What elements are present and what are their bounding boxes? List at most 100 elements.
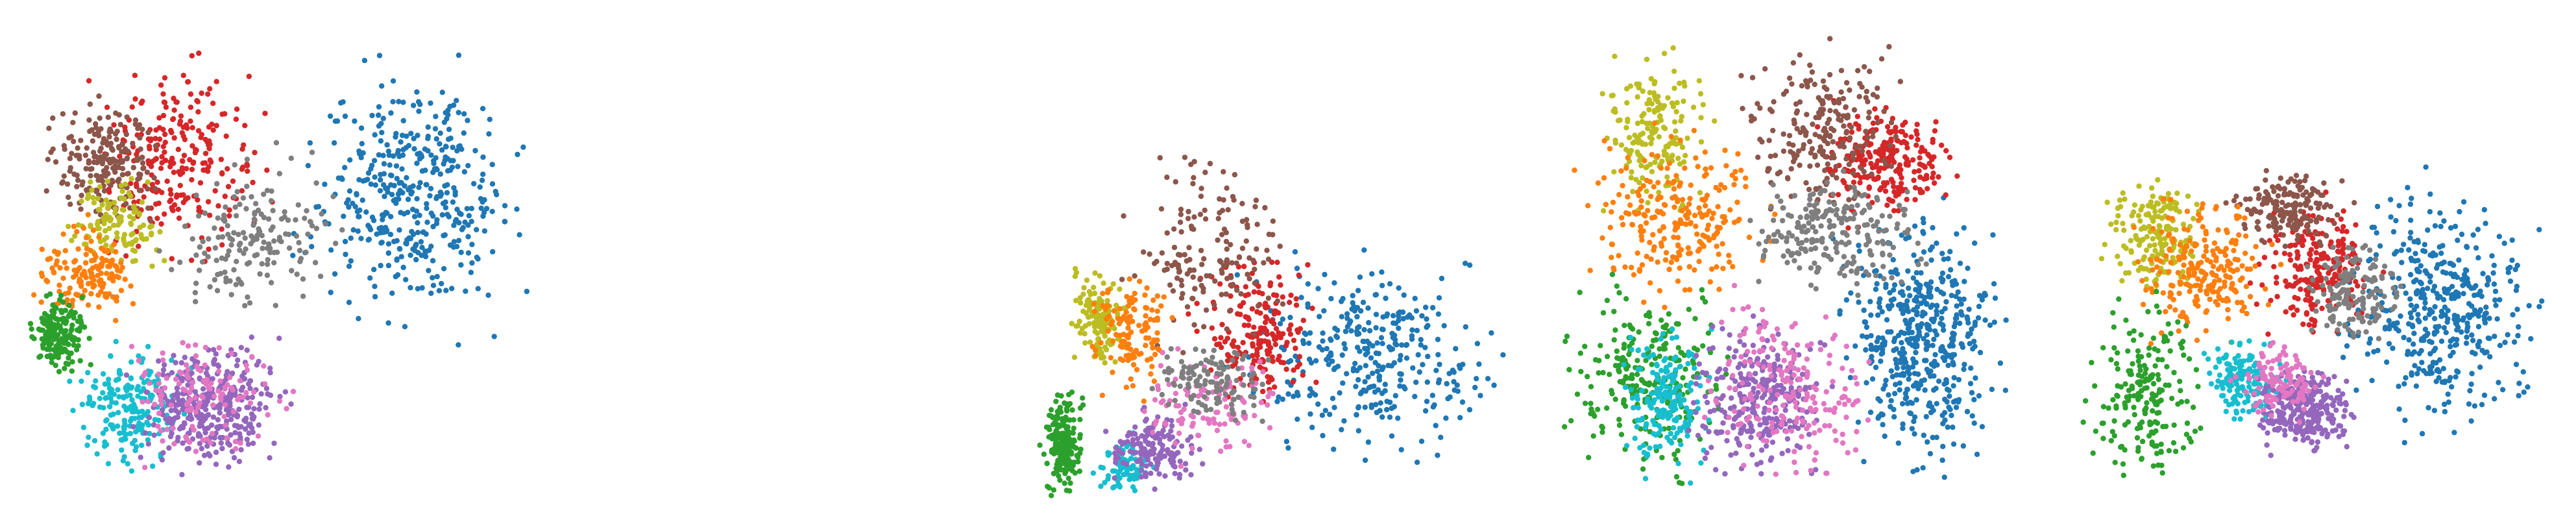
data-point bbox=[85, 401, 91, 406]
data-point bbox=[258, 391, 264, 397]
data-point bbox=[394, 257, 400, 263]
data-point bbox=[1376, 351, 1382, 356]
data-point bbox=[1224, 185, 1230, 191]
data-point bbox=[79, 401, 86, 408]
data-point bbox=[1191, 175, 1197, 180]
data-point bbox=[233, 446, 239, 452]
data-point bbox=[1239, 245, 1246, 251]
data-point bbox=[1947, 267, 1954, 273]
data-point bbox=[1906, 308, 1912, 315]
data-point bbox=[211, 361, 217, 367]
data-point bbox=[1265, 295, 1272, 301]
data-point bbox=[199, 423, 204, 428]
data-point bbox=[1365, 439, 1372, 445]
data-point bbox=[1412, 393, 1418, 399]
data-point bbox=[1877, 147, 1883, 153]
data-point bbox=[182, 197, 189, 203]
data-point bbox=[1221, 366, 1226, 373]
data-point bbox=[386, 152, 392, 158]
data-point bbox=[1435, 311, 1442, 317]
data-point bbox=[1929, 164, 1935, 169]
data-point bbox=[1859, 148, 1865, 154]
data-point bbox=[60, 275, 66, 281]
data-point bbox=[88, 270, 95, 276]
data-point bbox=[1385, 362, 1391, 369]
data-point bbox=[195, 128, 202, 134]
data-point bbox=[212, 188, 218, 194]
data-point bbox=[1337, 390, 1343, 396]
data-point bbox=[1808, 77, 1814, 83]
data-point bbox=[1185, 208, 1191, 215]
data-point bbox=[1198, 360, 1204, 366]
data-point bbox=[1623, 125, 1629, 130]
data-point bbox=[108, 216, 114, 222]
data-point bbox=[1880, 341, 1886, 347]
data-point bbox=[282, 389, 289, 395]
data-point bbox=[1902, 140, 1908, 145]
data-point bbox=[1934, 308, 1939, 314]
data-point bbox=[1485, 376, 1491, 382]
data-point bbox=[1967, 341, 1973, 347]
data-point bbox=[169, 370, 175, 376]
data-point bbox=[130, 165, 136, 171]
data-point bbox=[1965, 265, 1971, 271]
data-point bbox=[416, 184, 422, 190]
data-point bbox=[485, 292, 491, 298]
data-point bbox=[290, 388, 297, 395]
data-point bbox=[458, 211, 464, 217]
data-point bbox=[1227, 308, 1233, 314]
data-point bbox=[171, 169, 177, 175]
data-point bbox=[1389, 330, 1395, 336]
data-point bbox=[379, 130, 385, 136]
data-point bbox=[215, 215, 221, 221]
data-point bbox=[236, 406, 242, 412]
data-point bbox=[1267, 280, 1274, 286]
data-point bbox=[1221, 197, 1226, 203]
data-point bbox=[1077, 405, 1084, 411]
data-point bbox=[1072, 470, 1078, 476]
data-point bbox=[96, 225, 102, 231]
data-point bbox=[249, 394, 256, 401]
data-point bbox=[44, 339, 51, 346]
data-point bbox=[1339, 426, 1344, 433]
data-point bbox=[1125, 325, 1131, 331]
data-point bbox=[1143, 320, 1149, 326]
data-point bbox=[128, 283, 134, 289]
data-point bbox=[136, 358, 142, 364]
data-point bbox=[67, 168, 73, 174]
data-point bbox=[339, 227, 345, 233]
data-point bbox=[1859, 333, 1865, 339]
data-point bbox=[1171, 226, 1177, 232]
cluster-6-points bbox=[27, 291, 93, 375]
data-point bbox=[103, 212, 109, 217]
data-point bbox=[1243, 217, 1250, 223]
data-point bbox=[1211, 336, 1218, 342]
data-point bbox=[1075, 323, 1081, 328]
data-point bbox=[88, 166, 93, 172]
data-point bbox=[55, 250, 62, 256]
data-point bbox=[284, 406, 289, 412]
data-point bbox=[1961, 296, 1967, 302]
data-point bbox=[1130, 473, 1136, 478]
data-point bbox=[1274, 260, 1280, 265]
data-point bbox=[175, 434, 181, 441]
data-point bbox=[1403, 341, 1410, 348]
data-point bbox=[1901, 330, 1908, 336]
data-point bbox=[230, 387, 236, 393]
data-point bbox=[232, 439, 239, 445]
data-point bbox=[303, 249, 309, 255]
data-point bbox=[228, 291, 234, 298]
data-point bbox=[61, 173, 67, 179]
data-point bbox=[1177, 219, 1184, 225]
data-point bbox=[1245, 291, 1252, 297]
data-point bbox=[403, 277, 409, 282]
data-point bbox=[411, 103, 417, 108]
data-point bbox=[1185, 437, 1191, 443]
data-point bbox=[1328, 336, 1333, 342]
data-point bbox=[1058, 467, 1064, 473]
data-point bbox=[1156, 452, 1162, 458]
data-point bbox=[251, 389, 257, 395]
data-point bbox=[396, 245, 402, 252]
data-point bbox=[219, 226, 225, 232]
data-point bbox=[91, 438, 98, 444]
